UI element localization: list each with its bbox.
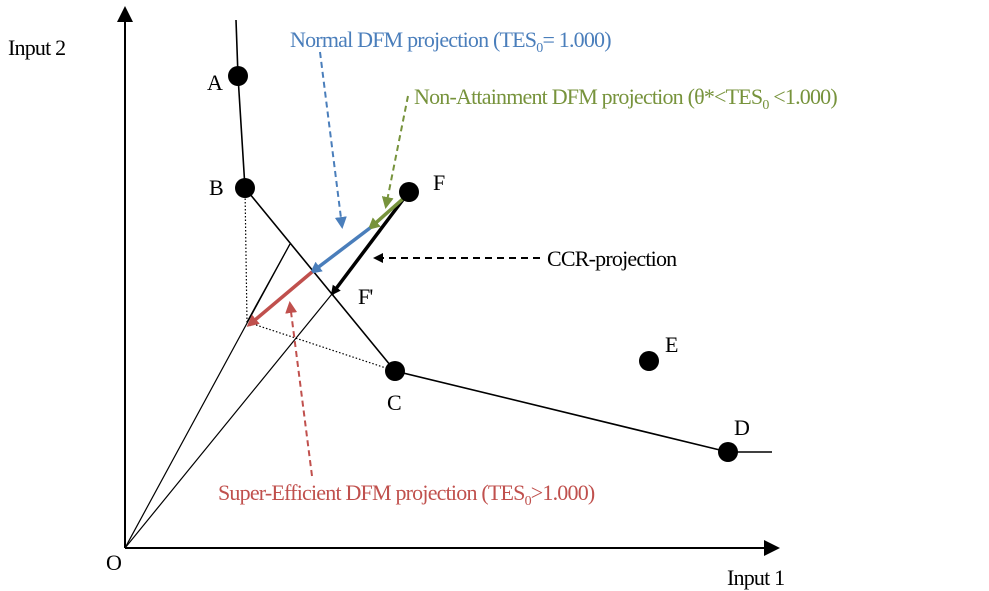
ccr-arrow xyxy=(330,195,407,296)
point xyxy=(399,182,419,202)
point-label: E xyxy=(665,332,678,357)
normal-pointer xyxy=(319,51,347,229)
x-axis-label: Input 1 xyxy=(727,565,784,590)
points xyxy=(228,66,738,462)
normal-annotation: Normal DFM projection (TES0= 1.000) xyxy=(290,27,611,56)
ray xyxy=(246,243,291,323)
origin-label: O xyxy=(106,550,121,575)
text: = 1.000) xyxy=(542,27,611,52)
point-label: A xyxy=(207,70,223,95)
annotations: Normal DFM projection (TES0= 1.000) Non-… xyxy=(218,27,838,509)
subscript: 0 xyxy=(536,41,543,56)
super-arrow xyxy=(246,270,314,327)
point xyxy=(228,66,248,86)
text: Super-Efficient DFM projection (TES xyxy=(218,480,525,505)
normal-arrow xyxy=(309,226,372,274)
y-axis-label: Input 2 xyxy=(8,35,65,60)
ray xyxy=(124,293,333,549)
subscript: 0 xyxy=(762,98,769,113)
super-pointer xyxy=(285,301,313,477)
point-label: F' xyxy=(358,284,373,309)
point-label: B xyxy=(209,175,223,200)
text: Normal DFM projection (TES xyxy=(290,27,536,52)
non-attainment-annotation: Non-Attainment DFM projection (θ*<TES0 <… xyxy=(414,84,837,113)
point xyxy=(235,178,255,198)
super-annotation: Super-Efficient DFM projection (TES0>1.0… xyxy=(218,480,595,509)
labels: Input 2 Input 1 O A B C D E F F' xyxy=(8,35,785,590)
point-label: F xyxy=(433,170,445,195)
ccr-annotation: CCR-projection xyxy=(547,246,677,271)
text: <1.000) xyxy=(769,84,838,109)
point-label: C xyxy=(387,390,401,415)
point xyxy=(385,361,405,381)
point xyxy=(639,351,659,371)
subscript: 0 xyxy=(525,494,532,509)
text: Non-Attainment DFM projection (θ*<TES xyxy=(414,84,762,109)
arrows xyxy=(246,51,540,477)
point xyxy=(718,442,738,462)
non-attainment-pointer xyxy=(381,95,409,209)
non-attainment-arrow xyxy=(367,195,407,230)
text: >1.000) xyxy=(531,480,595,505)
point-label: D xyxy=(734,415,749,440)
axes xyxy=(117,6,780,556)
